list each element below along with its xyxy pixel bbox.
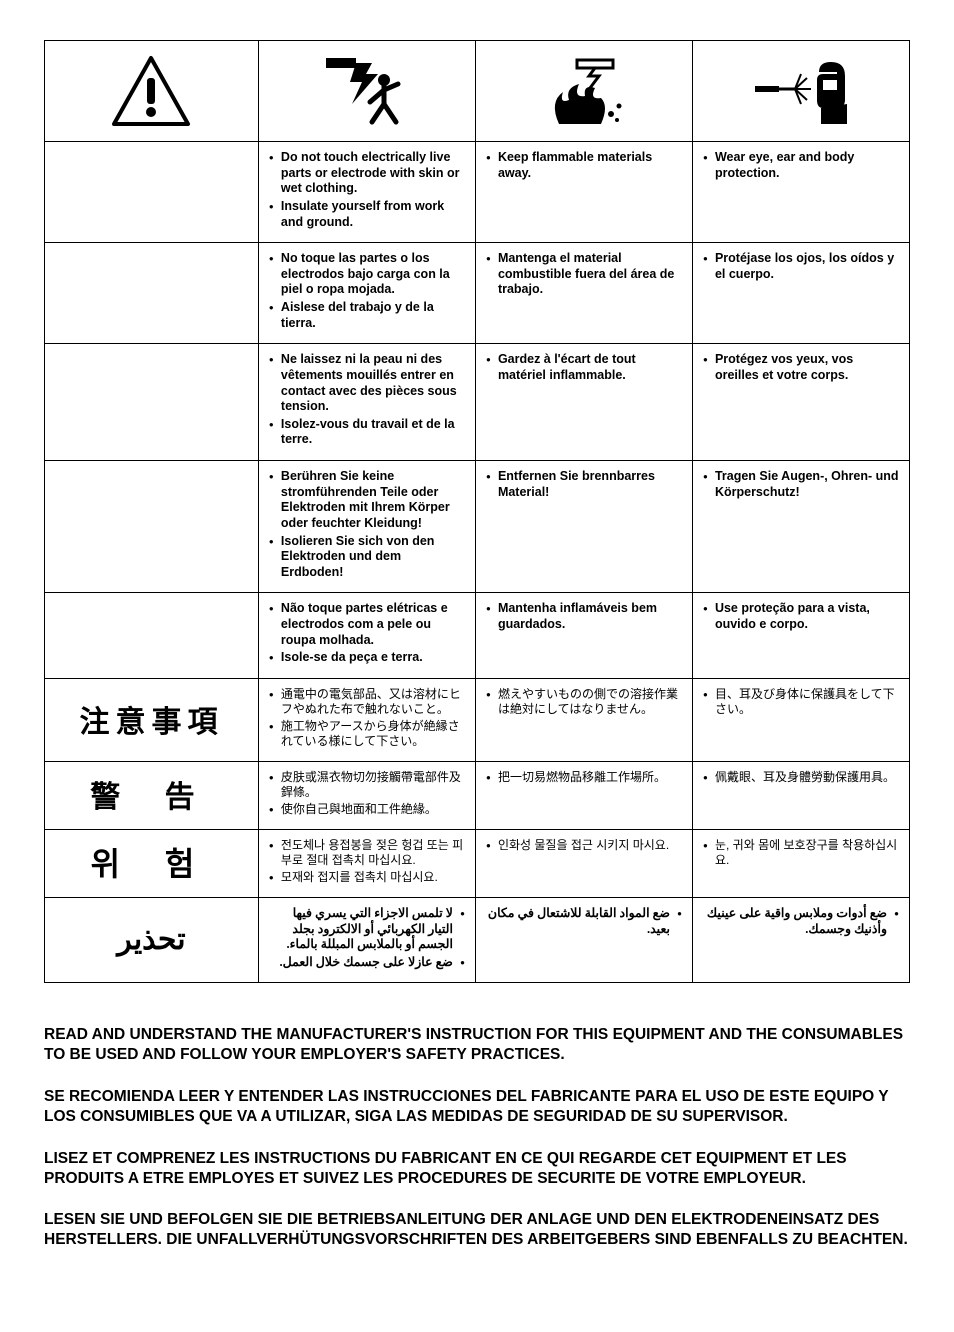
- bullet-item: Aislese del trabajo y de la tierra.: [269, 300, 465, 331]
- cell-es-c2: Mantenga el material combustible fuera d…: [475, 243, 692, 344]
- row-ar: تحذير لا تلمس الاجزاء التي يسري فيها الت…: [45, 897, 910, 983]
- cell-ko-c1: 전도체나 용접봉을 젖은 헝겁 또는 피부로 절대 접촉치 마십시요. 모재와 접…: [258, 829, 475, 897]
- bullet-item: Ne laissez ni la peau ni des vêtements m…: [269, 352, 465, 415]
- row-de: Berühren Sie keine stromführenden Teile …: [45, 461, 910, 593]
- cell-ja-c1: 通電中の電気部品、又は溶材にヒフやぬれた布で触れないこと。施工物やアースから身体…: [258, 678, 475, 761]
- cell-de-c2: Entfernen Sie brennbarres Material!: [475, 461, 692, 593]
- row-pt: Não toque partes elétricas e electrodos …: [45, 593, 910, 679]
- bullet-item: Não toque partes elétricas e electrodos …: [269, 601, 465, 648]
- cell-es-c3: Protéjase los ojos, los oídos y el cuerp…: [692, 243, 909, 344]
- bullet-item: Berühren Sie keine stromführenden Teile …: [269, 469, 465, 532]
- bullet-item: Tragen Sie Augen-, Ohren- und Körperschu…: [703, 469, 899, 500]
- label-pt: [45, 593, 259, 679]
- cell-ko-c2: 인화성 물질을 접근 시키지 마시요.: [475, 829, 692, 897]
- cell-de-c3: Tragen Sie Augen-, Ohren- und Körperschu…: [692, 461, 909, 593]
- cell-pt-c2: Mantenha inflamáveis bem guardados.: [475, 593, 692, 679]
- cell-pt-c3: Use proteção para a vista, ouvido e corp…: [692, 593, 909, 679]
- label-ja: 注意事項: [45, 678, 259, 761]
- safety-table: Do not touch electrically live parts or …: [44, 40, 910, 983]
- cell-en-c1: Do not touch electrically live parts or …: [258, 142, 475, 243]
- label-ar: تحذير: [45, 897, 259, 983]
- bullet-item: Entfernen Sie brennbarres Material!: [486, 469, 682, 500]
- label-zh: 警 告: [45, 761, 259, 829]
- row-en: Do not touch electrically live parts or …: [45, 142, 910, 243]
- bullet-item: 通電中の電気部品、又は溶材にヒフやぬれた布で触れないこと。: [269, 687, 465, 717]
- footer-en: READ AND UNDERSTAND THE MANUFACTURER'S I…: [44, 1025, 910, 1065]
- row-ja: 注意事項 通電中の電気部品、又は溶材にヒフやぬれた布で触れないこと。施工物やアー…: [45, 678, 910, 761]
- bullet-item: 目、耳及び身体に保護具をして下さい。: [703, 687, 899, 717]
- safety-sheet-page: Do not touch electrically live parts or …: [0, 0, 954, 1332]
- cell-ar-c1: لا تلمس الاجزاء التي يسري فيها التيار ال…: [258, 897, 475, 983]
- bullet-item: ضع أدوات وملابس واقية على عينيك وأذنيك و…: [703, 906, 899, 937]
- bullet-item: 皮肤或濕衣物切勿接觸帶電部件及銲條。: [269, 770, 465, 800]
- label-es: [45, 243, 259, 344]
- bullet-item: Mantenha inflamáveis bem guardados.: [486, 601, 682, 632]
- electric-shock-icon: [322, 54, 412, 128]
- label-de: [45, 461, 259, 593]
- footer-es: SE RECOMIENDA LEER Y ENTENDER LAS INSTRU…: [44, 1087, 910, 1127]
- bullet-item: Isolieren Sie sich von den Elektroden un…: [269, 534, 465, 581]
- bullet-item: Wear eye, ear and body protection.: [703, 150, 899, 181]
- cell-pt-c1: Não toque partes elétricas e electrodos …: [258, 593, 475, 679]
- bullet-item: 인화성 물질을 접근 시키지 마시요.: [486, 838, 682, 853]
- header-cell-fire: [475, 41, 692, 142]
- bullet-item: Do not touch electrically live parts or …: [269, 150, 465, 197]
- fire-explosion-icon: [539, 54, 629, 128]
- bullet-item: Protéjase los ojos, los oídos y el cuerp…: [703, 251, 899, 282]
- cell-zh-c3: 佩戴眼、耳及身體勞動保護用具。: [692, 761, 909, 829]
- cell-ja-c3: 目、耳及び身体に保護具をして下さい。: [692, 678, 909, 761]
- bullet-item: 施工物やアースから身体が絶縁されている様にして下さい。: [269, 719, 465, 749]
- warning-triangle-icon: [110, 54, 192, 128]
- bullet-item: Use proteção para a vista, ouvido e corp…: [703, 601, 899, 632]
- cell-zh-c2: 把一切易燃物品移離工作場所。: [475, 761, 692, 829]
- cell-fr-c3: Protégez vos yeux, vos oreilles et votre…: [692, 344, 909, 461]
- header-cell-warning: [45, 41, 259, 142]
- bullet-item: 使你自己與地面和工件絶緣。: [269, 802, 465, 817]
- label-fr: [45, 344, 259, 461]
- bullet-item: 佩戴眼、耳及身體勞動保護用具。: [703, 770, 899, 785]
- bullet-item: 모재와 접지를 접촉치 마십시요.: [269, 870, 465, 885]
- label-ko: 위 험: [45, 829, 259, 897]
- row-es: No toque las partes o los electrodos baj…: [45, 243, 910, 344]
- bullet-item: ضع المواد القابلة للاشتعال في مكان بعيد.: [486, 906, 682, 937]
- cell-ar-c3: ضع أدوات وملابس واقية على عينيك وأذنيك و…: [692, 897, 909, 983]
- row-zh: 警 告 皮肤或濕衣物切勿接觸帶電部件及銲條。使你自己與地面和工件絶緣。 把一切易…: [45, 761, 910, 829]
- bullet-item: Isole-se da peça e terra.: [269, 650, 465, 666]
- cell-en-c3: Wear eye, ear and body protection.: [692, 142, 909, 243]
- bullet-item: 눈, 귀와 몸에 보호장구를 착용하십시요.: [703, 838, 899, 868]
- cell-es-c1: No toque las partes o los electrodos baj…: [258, 243, 475, 344]
- cell-en-c2: Keep flammable materials away.: [475, 142, 692, 243]
- cell-ja-c2: 燃えやすいものの側での溶接作業は絶対にしてはなりません。: [475, 678, 692, 761]
- bullet-item: ضع عازلا على جسمك خلال العمل.: [269, 955, 465, 971]
- welding-ppe-icon: [751, 54, 851, 128]
- bullet-item: No toque las partes o los electrodos baj…: [269, 251, 465, 298]
- label-en: [45, 142, 259, 243]
- cell-fr-c1: Ne laissez ni la peau ni des vêtements m…: [258, 344, 475, 461]
- footer-instructions: READ AND UNDERSTAND THE MANUFACTURER'S I…: [44, 1025, 910, 1250]
- bullet-item: Insulate yourself from work and ground.: [269, 199, 465, 230]
- bullet-item: Mantenga el material combustible fuera d…: [486, 251, 682, 298]
- footer-de: LESEN SIE UND BEFOLGEN SIE DIE BETRIEBSA…: [44, 1210, 910, 1250]
- bullet-item: لا تلمس الاجزاء التي يسري فيها التيار ال…: [269, 906, 465, 953]
- row-ko: 위 험 전도체나 용접봉을 젖은 헝겁 또는 피부로 절대 접촉치 마십시요. 모…: [45, 829, 910, 897]
- cell-ko-c3: 눈, 귀와 몸에 보호장구를 착용하십시요.: [692, 829, 909, 897]
- bullet-item: Protégez vos yeux, vos oreilles et votre…: [703, 352, 899, 383]
- cell-ar-c2: ضع المواد القابلة للاشتعال في مكان بعيد.: [475, 897, 692, 983]
- footer-fr: LISEZ ET COMPRENEZ LES INSTRUCTIONS DU F…: [44, 1149, 910, 1189]
- bullet-item: Isolez-vous du travail et de la terre.: [269, 417, 465, 448]
- cell-fr-c2: Gardez à l'écart de tout matériel inflam…: [475, 344, 692, 461]
- bullet-item: Gardez à l'écart de tout matériel inflam…: [486, 352, 682, 383]
- bullet-item: Keep flammable materials away.: [486, 150, 682, 181]
- header-cell-shock: [258, 41, 475, 142]
- row-fr: Ne laissez ni la peau ni des vêtements m…: [45, 344, 910, 461]
- header-row: [45, 41, 910, 142]
- bullet-item: 把一切易燃物品移離工作場所。: [486, 770, 682, 785]
- header-cell-ppe: [692, 41, 909, 142]
- bullet-item: 燃えやすいものの側での溶接作業は絶対にしてはなりません。: [486, 687, 682, 717]
- cell-zh-c1: 皮肤或濕衣物切勿接觸帶電部件及銲條。使你自己與地面和工件絶緣。: [258, 761, 475, 829]
- cell-de-c1: Berühren Sie keine stromführenden Teile …: [258, 461, 475, 593]
- bullet-item: 전도체나 용접봉을 젖은 헝겁 또는 피부로 절대 접촉치 마십시요.: [269, 838, 465, 868]
